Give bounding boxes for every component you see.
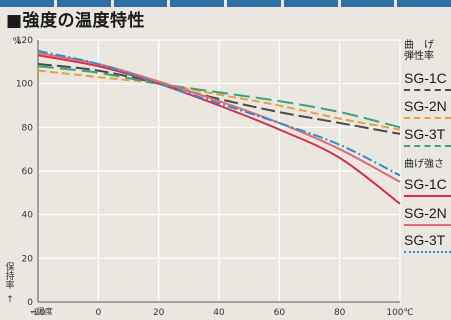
series-line-3 [37,65,401,129]
x-axis-label: →温度 [30,307,53,316]
x-tick-label: 100℃ [386,308,413,318]
x-tick-label: 20 [153,308,165,318]
y-tick-label: 20 [22,254,34,264]
strip-cell [0,0,54,7]
y-arrow: ↑ [6,295,14,305]
legend-swatch-str-sg3t [404,251,451,253]
x-tick-label: 0 [95,308,101,318]
y-tick-label: 60 [22,167,34,177]
x-tick-label: -20 [31,308,46,318]
legend-swatch-mod-sg3t [404,145,451,147]
strip-cell [170,0,224,7]
strip-cell [227,0,281,7]
legend-group1-title-line2: 弾性率 [404,51,434,62]
legend-group1-title: 曲 げ 弾性率 [404,40,434,62]
legend-group1-title-line1: 曲 げ [404,40,434,51]
legend-swatch-str-sg1c [404,195,451,197]
y-tick-label: 100 [16,80,33,90]
strip-cell [283,0,338,7]
chart-title: ■強度の温度特性 [6,11,146,31]
top-color-strip [0,0,451,7]
y-tick-label: 0 [27,298,33,308]
y-tick-label: 40 [22,211,34,221]
y-tick-label: 80 [22,123,34,133]
x-tick-label: 60 [274,308,286,318]
y-tick-label: 120 [16,36,33,46]
legend-swatch-mod-sg1c [404,89,451,91]
y-unit-label: % [12,37,22,47]
series-line-6 [37,49,401,177]
series-line-4 [37,54,401,205]
legend-item-str-sg1c: SG-1C [404,176,447,192]
series-line-2 [37,69,401,131]
legend-swatch-str-sg2n [404,224,451,226]
legend-swatch-mod-sg2n [404,117,451,119]
legend-group2-title: 曲げ強さ [404,159,444,170]
strip-cell [340,0,395,7]
legend-item-mod-sg3t: SG-3T [404,126,446,142]
series-line-1 [37,63,401,135]
legend-item-mod-sg2n: SG-2N [404,98,447,114]
legend-item-str-sg2n: SG-2N [404,205,447,221]
legend-item-str-sg3t: SG-3T [404,232,446,248]
x-tick-label: 40 [213,308,225,318]
strip-cell [56,0,111,7]
strip-cell [397,0,451,7]
strip-cell [113,0,168,7]
x-tick-label: 80 [334,308,346,318]
y-side-label: 保持率 [5,263,15,291]
legend-item-mod-sg1c: SG-1C [404,70,447,86]
